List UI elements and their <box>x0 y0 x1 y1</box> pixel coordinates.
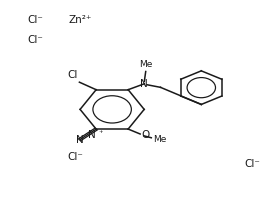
Text: Cl⁻: Cl⁻ <box>244 159 260 169</box>
Text: O: O <box>141 130 150 139</box>
Text: Cl: Cl <box>68 70 78 80</box>
Text: Cl⁻: Cl⁻ <box>27 16 43 25</box>
Text: Me: Me <box>139 60 152 68</box>
Text: N: N <box>88 130 95 140</box>
Text: Cl⁻: Cl⁻ <box>67 152 83 162</box>
Text: Zn²⁺: Zn²⁺ <box>69 16 92 25</box>
Text: N: N <box>76 135 83 145</box>
Text: N: N <box>141 79 148 89</box>
Text: Me: Me <box>153 135 167 144</box>
Text: Cl⁻: Cl⁻ <box>27 35 43 45</box>
Text: ⁺: ⁺ <box>99 130 103 139</box>
